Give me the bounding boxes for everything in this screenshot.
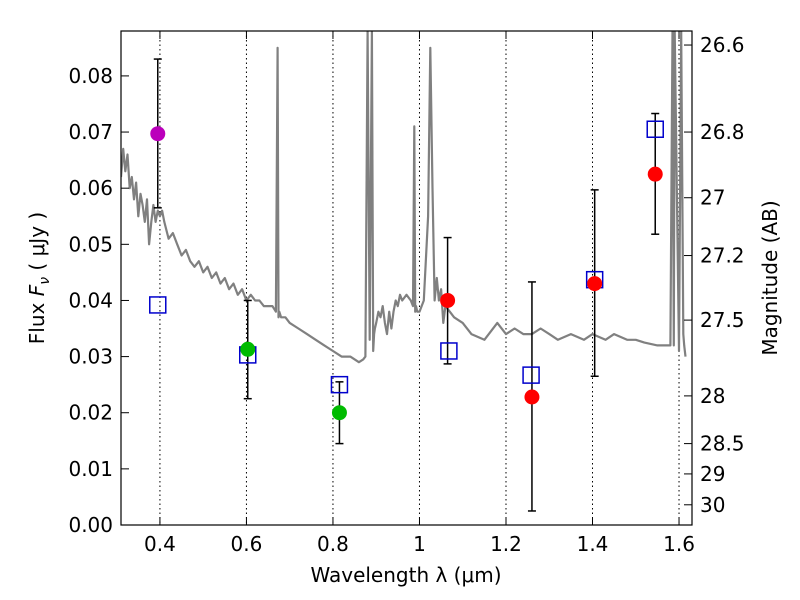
- observed-point: [440, 292, 456, 308]
- magnitude-tick-label: 28.5: [700, 432, 745, 456]
- x-grid: [159, 31, 680, 525]
- magnitude-tick-label: 26.8: [700, 120, 745, 144]
- x-tick-label: 1.4: [577, 532, 609, 556]
- model-spectrum-line: [121, 31, 687, 364]
- y-tick-label: 0.01: [68, 457, 113, 481]
- observed-point: [647, 166, 663, 182]
- x-tick-label: 1.2: [490, 532, 522, 556]
- plot-frame: [120, 30, 693, 526]
- x-tick-label: 0.6: [231, 532, 263, 556]
- y-tick-label: 0.07: [68, 120, 113, 144]
- y-tick-label: 0.00: [68, 513, 113, 537]
- observed-point: [587, 276, 603, 292]
- observed-points-layer: [150, 126, 663, 421]
- right-axis-label: Magnitude (AB): [758, 200, 782, 355]
- y-tick-label: 0.06: [68, 176, 113, 200]
- y-tick-label: 0.03: [68, 345, 113, 369]
- x-axis-label: Wavelength λ (μm): [310, 563, 501, 587]
- observed-point: [150, 126, 166, 142]
- magnitude-tick-label: 27.5: [700, 308, 745, 332]
- magnitude-tick-label: 28: [700, 384, 725, 408]
- y-tick-label: 0.02: [68, 401, 113, 425]
- magnitude-tick-label: 26.6: [700, 33, 745, 57]
- observed-point: [240, 341, 256, 357]
- model-spectrum-layer: [121, 31, 687, 364]
- y-axis-label: Flux Fν ( μJy ): [25, 212, 53, 344]
- observed-point: [331, 405, 347, 421]
- observed-point: [524, 389, 540, 405]
- model-point-square: [149, 296, 167, 314]
- magnitude-tick-label: 30: [700, 493, 725, 517]
- model-point-square: [330, 375, 349, 394]
- model-point-square: [440, 342, 458, 360]
- y-tick-label: 0.08: [68, 64, 113, 88]
- magnitude-tick-label: 29: [700, 462, 725, 486]
- axis-ticks: 0.4 0.6 0.8 1 1.2 1.4 1.6 0.00 0.01 0.02 0.03 0.04 0…: [68, 31, 745, 556]
- magnitude-tick-label: 27.2: [700, 244, 745, 268]
- magnitude-tick-label: 27: [700, 186, 725, 210]
- x-tick-label: 0.4: [144, 532, 176, 556]
- x-tick-label: 0.8: [317, 532, 349, 556]
- x-tick-label: 1.6: [663, 532, 695, 556]
- y-tick-label: 0.04: [68, 288, 113, 312]
- model-point-square: [646, 120, 664, 138]
- y-tick-label: 0.05: [68, 232, 113, 256]
- x-tick-label: 1: [413, 532, 426, 556]
- model-point-square: [522, 366, 540, 384]
